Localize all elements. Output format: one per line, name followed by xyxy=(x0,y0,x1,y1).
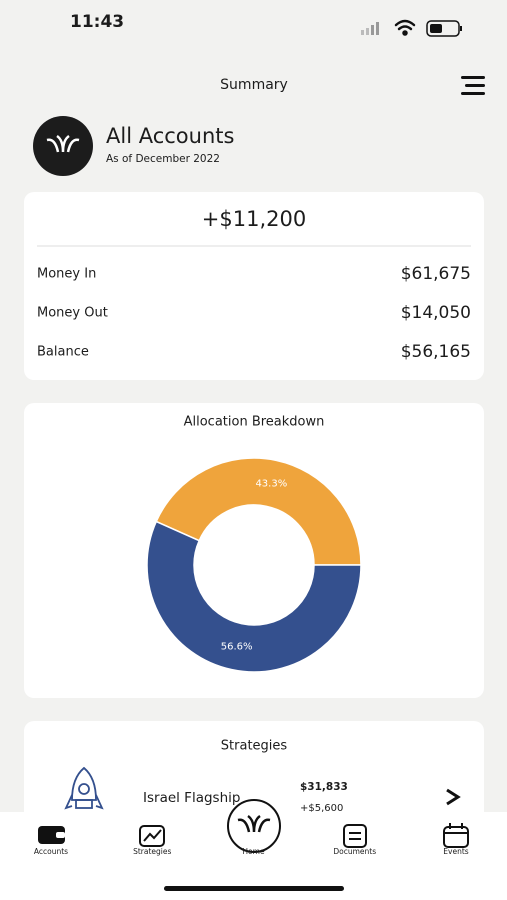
tab-label: Home xyxy=(242,847,265,856)
account-name: All Accounts xyxy=(106,124,234,148)
tab-icon-home[interactable] xyxy=(227,799,281,853)
tab-icon-documents[interactable] xyxy=(343,824,367,848)
segment-label: 56.6% xyxy=(221,642,253,653)
tab-label: Documents xyxy=(333,847,376,856)
signal-icon xyxy=(361,22,379,35)
row-label: Money In xyxy=(37,267,96,282)
donut-segment xyxy=(146,520,362,673)
home-indicator xyxy=(164,886,344,891)
chart-title: Allocation Breakdown xyxy=(184,415,325,430)
row-value: $61,675 xyxy=(401,264,471,284)
header-title: Summary xyxy=(220,77,288,93)
row-label: Money Out xyxy=(37,306,108,321)
rocket-icon xyxy=(64,766,104,810)
donut-segment xyxy=(155,457,362,566)
segment-label: 43.3% xyxy=(255,478,287,489)
strategy-value: $31,833 xyxy=(300,781,348,793)
strategy-change: +$5,600 xyxy=(300,803,343,814)
allocation-card xyxy=(24,403,484,698)
account-logo xyxy=(33,116,93,176)
tab-icon-events[interactable] xyxy=(443,823,469,848)
summary-card xyxy=(24,192,484,380)
summary-total: +$11,200 xyxy=(202,207,306,231)
battery-icon xyxy=(426,20,462,37)
tab-icon-strategies[interactable] xyxy=(139,825,165,847)
status-time: 11:43 xyxy=(70,12,124,32)
strategy-open[interactable] xyxy=(446,788,461,806)
strategy-name: Israel Flagship xyxy=(143,790,240,806)
row-label: Balance xyxy=(37,345,89,360)
tab-label: Accounts xyxy=(34,847,68,856)
tab-label: Strategies xyxy=(133,847,171,856)
menu-button[interactable] xyxy=(461,76,485,95)
row-value: $14,050 xyxy=(401,303,471,323)
account-date: As of December 2022 xyxy=(106,153,220,165)
strategies-card xyxy=(24,721,484,831)
tab-label: Events xyxy=(443,847,468,856)
strategies-title: Strategies xyxy=(221,739,288,754)
donut-chart: 43.3% 56.6% xyxy=(146,457,362,673)
tab-icon-accounts[interactable] xyxy=(38,826,65,844)
row-value: $56,165 xyxy=(401,342,471,362)
wifi-icon xyxy=(394,19,416,36)
